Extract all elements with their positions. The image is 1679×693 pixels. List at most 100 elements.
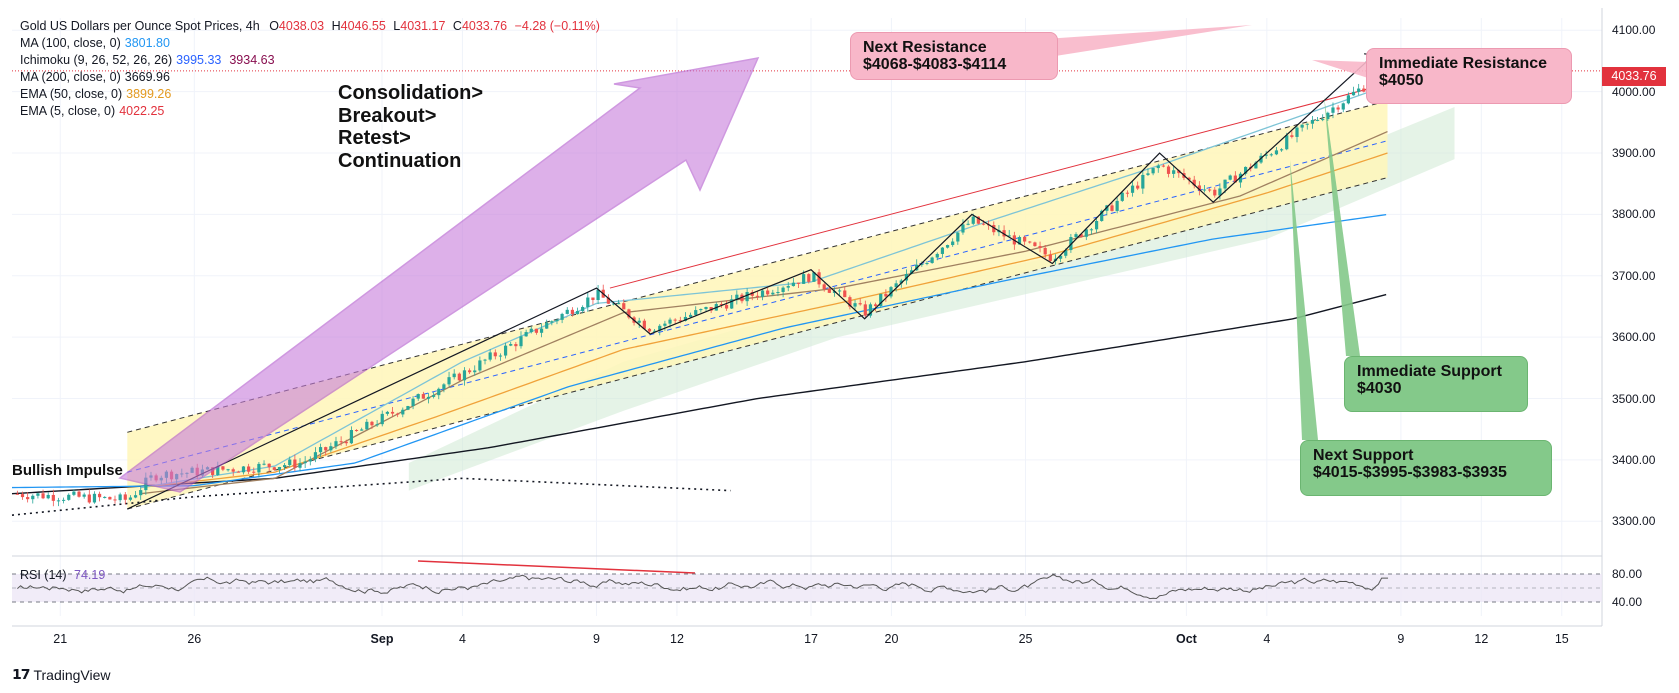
candle-body [87,494,91,503]
candle-body [981,223,986,225]
candle-body [473,370,477,373]
x-tick-label: 4 [1263,632,1271,646]
candle-body [951,241,955,246]
candle-body [447,377,451,385]
candle-body [724,304,729,309]
legend-low: 4031.17 [400,19,446,33]
candle-body [930,257,934,263]
legend-indicator[interactable]: MA (100, close, 0) 3801.80 [20,35,600,52]
candle-body [62,499,66,501]
candle-body [15,493,19,495]
strategy-step: Retest> [338,127,411,149]
callout-value: $4015-$3995-$3983-$3935 [1313,464,1507,481]
candle-body [247,466,251,472]
candle-body [570,309,574,315]
tradingview-logo[interactable]: 𝟭𝟳 TradingView [12,666,111,683]
series-line [140,152,1388,489]
candle-body [1269,154,1273,156]
candle-body [925,262,929,264]
candle-body [832,291,837,293]
candle-body [555,319,559,322]
candle-body [1310,119,1315,124]
candle-body [653,330,657,332]
candle-body [1202,189,1207,191]
candle-body [236,471,240,473]
candle-body [303,461,307,464]
candle-body [1146,173,1150,175]
candle-body [838,290,842,292]
candle-body [853,303,857,307]
candle-body [812,272,816,282]
candle-body [514,344,518,347]
callout-title: Immediate Resistance [1379,55,1548,72]
rsi-legend[interactable]: RSI (14) 74.19 [20,568,105,582]
immediate-resistance-pointer [1312,60,1368,78]
candle-body [92,493,97,503]
resistance-trendline [609,72,1428,289]
legend-indicator[interactable]: EMA (50, close, 0) 3899.26 [20,86,600,103]
x-tick-label: 20 [884,632,899,646]
candle-body [827,289,831,293]
candle-body [318,447,323,453]
candle-body [468,370,472,373]
candle-body [139,490,143,496]
candle-body [257,463,261,473]
strategy-step: Consolidation> [338,82,483,104]
y-tick-label: 3900.00 [1612,146,1656,161]
candle-body [668,319,672,324]
candle-body [406,406,410,410]
candle-body [760,290,765,297]
candle-body [935,253,939,258]
candle-body [673,319,677,321]
candle-body [1156,165,1160,169]
candle-body [1007,235,1011,237]
candle-body [843,290,847,298]
candle-body [442,384,446,389]
current-price-tag: 4033.76 [1602,67,1666,86]
candle-body [745,292,749,302]
candle-body [113,499,117,501]
candle-body [1331,107,1335,113]
candle-body [1244,166,1248,174]
candle-body [1305,123,1309,125]
candle-body [1192,179,1196,186]
candle-body [483,359,487,361]
immediate-support-callout: Immediate Support $4030 [1344,356,1528,412]
candle-body [488,352,492,360]
y-tick-label: 3300.00 [1612,514,1656,529]
legend-low-label: L [393,19,401,33]
legend-indicator[interactable]: Ichimoku (9, 26, 52, 26, 26) 3995.33 3934.… [20,52,600,69]
candle-body [1290,135,1294,137]
legend-indicator[interactable]: EMA (5, close, 0) 4022.25 [20,103,600,120]
callout-title: Next Resistance [863,39,987,56]
x-tick-label: 12 [670,632,684,646]
candle-body [1172,170,1176,174]
candle-body [1295,127,1299,137]
indicator-value: 3899.26 [126,87,172,101]
candle-body [622,303,626,310]
legend-indicator[interactable]: MA (200, close, 0) 3669.96 [20,69,600,86]
candle-body [1300,124,1304,128]
callout-value: $4030 [1357,380,1402,397]
candle-body [298,463,302,468]
x-tick-label: 17 [804,632,818,646]
indicator-name: MA (200, close, 0) [20,70,121,84]
candle-body [791,282,795,287]
tradingview-logo-icon: 𝟭𝟳 [12,666,31,682]
candle-body [329,446,333,451]
candle-body [282,465,287,468]
candle-body [36,493,40,496]
indicator-lines [11,84,1388,495]
x-tick-label: 26 [187,632,202,646]
candle-body [904,273,909,281]
candle-body [503,345,508,356]
x-tick-label: Oct [1175,632,1197,646]
candle-body [20,494,25,498]
candle-body [781,287,785,293]
rsi-divergence-line [417,560,696,574]
candle-body [457,373,461,381]
candle-body [123,494,127,500]
immediate-support-pointer [1324,96,1360,356]
candle-body [1002,230,1006,237]
